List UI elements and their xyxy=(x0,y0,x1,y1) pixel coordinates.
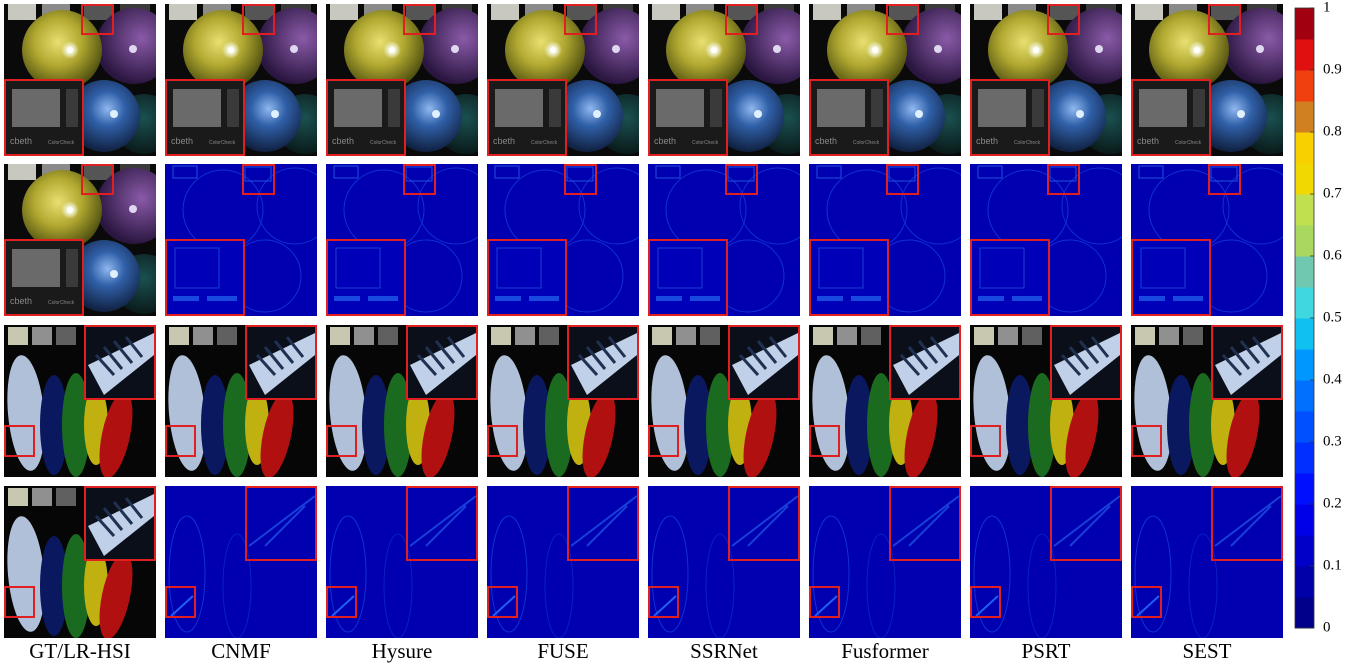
image-panel xyxy=(1131,4,1301,156)
colorbar-segment xyxy=(1295,163,1314,195)
image-panel xyxy=(487,486,639,638)
image-panel xyxy=(165,4,335,156)
colorbar-segment xyxy=(1295,101,1314,133)
image-panel xyxy=(969,325,1122,481)
colorbar-tick-label: 0.5 xyxy=(1323,309,1342,325)
image-panel xyxy=(3,325,156,481)
image-panel xyxy=(487,4,657,156)
colorbar-tick-label: 0.9 xyxy=(1323,61,1342,77)
image-panel xyxy=(970,164,1138,316)
colorbar-tick-label: 0.8 xyxy=(1323,123,1342,139)
colorbar-tick-label: 0 xyxy=(1323,619,1331,635)
colorbar-segment xyxy=(1295,566,1314,598)
column-label: PSRT xyxy=(1022,639,1071,663)
colorbar-segment xyxy=(1295,70,1314,102)
colorbar-segment xyxy=(1295,504,1314,536)
column-label: GT/LR-HSI xyxy=(29,639,131,663)
image-panel xyxy=(970,4,1140,156)
image-panel xyxy=(1131,486,1283,638)
colorbar-segment xyxy=(1295,597,1314,629)
image-panel xyxy=(809,4,979,156)
image-panel xyxy=(164,325,317,481)
image-panel xyxy=(486,325,639,481)
colorbar-tick-label: 0.4 xyxy=(1323,371,1342,387)
column-label: Fusformer xyxy=(841,639,929,663)
figure: cbethColorCheck GT/ xyxy=(0,0,1370,668)
image-panel xyxy=(487,164,655,316)
column-labels: GT/LR-HSI CNMF Hysure FUSE SSRNet Fusformer PS… xyxy=(29,639,1231,663)
colorbar-segment xyxy=(1295,349,1314,381)
image-panel xyxy=(809,164,977,316)
column-label: Hysure xyxy=(372,639,433,663)
colorbar-segment xyxy=(1295,225,1314,257)
colorbar-tick-label: 0.2 xyxy=(1323,495,1342,511)
colorbar-segment xyxy=(1295,411,1314,443)
colorbar-segment xyxy=(1295,132,1314,164)
column-label: SEST xyxy=(1182,639,1231,663)
column-label: CNMF xyxy=(211,639,271,663)
image-panel xyxy=(326,486,478,638)
colorbar-tick-label: 0.3 xyxy=(1323,433,1342,449)
image-panel xyxy=(970,486,1122,638)
colorbar-segment xyxy=(1295,535,1314,567)
colorbar-tick-label: 0.7 xyxy=(1323,185,1342,201)
image-panel xyxy=(648,164,816,316)
colorbar-segment xyxy=(1295,318,1314,350)
image-panel xyxy=(3,486,156,642)
colorbar-segment xyxy=(1295,473,1314,505)
colorbar-tick-label: 0.6 xyxy=(1323,247,1342,263)
image-panel xyxy=(325,325,478,481)
colorbar-tick-label: 0.1 xyxy=(1323,557,1342,573)
image-panel xyxy=(809,486,961,638)
image-panel xyxy=(4,164,174,316)
colorbar-segment xyxy=(1295,256,1314,288)
colorbar-segment xyxy=(1295,287,1314,319)
image-panel xyxy=(1130,325,1283,481)
panels xyxy=(3,4,1301,642)
colorbar-segment xyxy=(1295,39,1314,71)
colorbar: 0 0.1 0.2 0.3 0.4 0.5 0.6 0.7 0.8 0.9 1 xyxy=(1295,0,1342,635)
colorbar-segment xyxy=(1295,8,1314,40)
colorbar-segment xyxy=(1295,380,1314,412)
image-panel xyxy=(648,486,800,638)
image-panel xyxy=(647,325,800,481)
colorbar-segment xyxy=(1295,194,1314,226)
image-panel xyxy=(165,164,333,316)
image-panel xyxy=(326,4,496,156)
image-panel xyxy=(4,4,174,156)
column-label: FUSE xyxy=(537,639,588,663)
image-panel xyxy=(808,325,961,481)
column-label: SSRNet xyxy=(690,639,758,663)
image-panel xyxy=(1131,164,1299,316)
image-panel xyxy=(326,164,494,316)
image-panel xyxy=(165,486,317,638)
colorbar-tick-label: 1 xyxy=(1323,0,1331,15)
colorbar-segment xyxy=(1295,442,1314,474)
image-panel xyxy=(648,4,818,156)
